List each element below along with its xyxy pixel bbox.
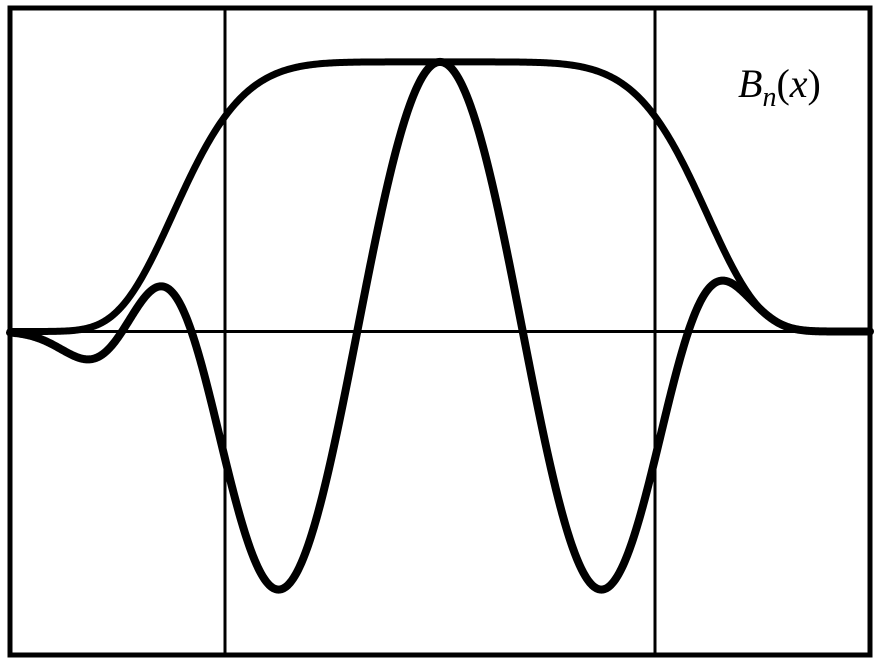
function-label: Bn(x) — [738, 60, 821, 114]
figure: Bn(x) — [0, 0, 883, 665]
